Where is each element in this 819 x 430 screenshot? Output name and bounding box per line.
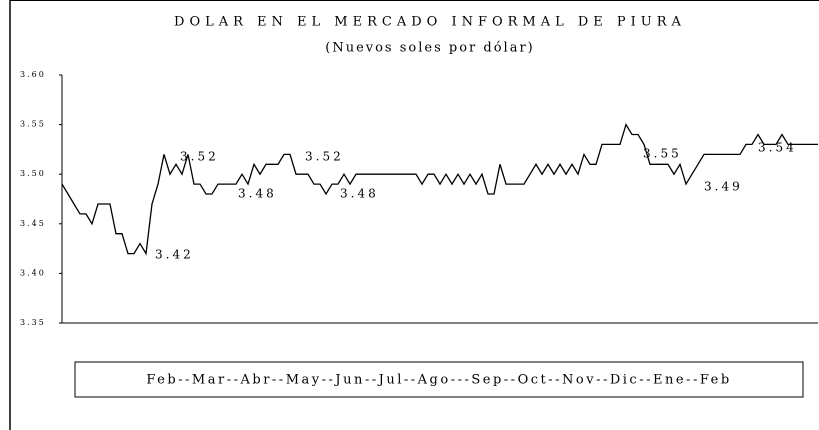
annotation: 3.48 — [238, 187, 277, 201]
annotation: 3.52 — [305, 150, 344, 164]
x-label-box — [74, 361, 804, 398]
y-tick-label: 3.45 — [20, 219, 46, 228]
y-tick-label: 3.40 — [20, 268, 46, 277]
annotation: 3.52 — [180, 150, 219, 164]
y-tick-label: 3.55 — [20, 120, 46, 129]
x-axis-label: Feb--Mar--Abr--May--Jun--Jul--Ago---Sep-… — [146, 373, 731, 388]
y-tick-label: 3.60 — [20, 70, 46, 79]
chart-subtitle: (Nuevos soles por dólar) — [325, 41, 534, 56]
chart-title: DOLAR EN EL MERCADO INFORMAL DE PIURA — [174, 15, 686, 30]
y-tick-label: 3.35 — [20, 318, 46, 327]
y-tick-label: 3.50 — [20, 169, 46, 178]
annotation: 3.55 — [643, 147, 682, 161]
price-line — [61, 123, 818, 256]
annotation: 3.42 — [155, 248, 194, 262]
annotation: 3.54 — [758, 141, 797, 155]
annotation: 3.48 — [340, 187, 379, 201]
annotation: 3.49 — [704, 180, 743, 194]
